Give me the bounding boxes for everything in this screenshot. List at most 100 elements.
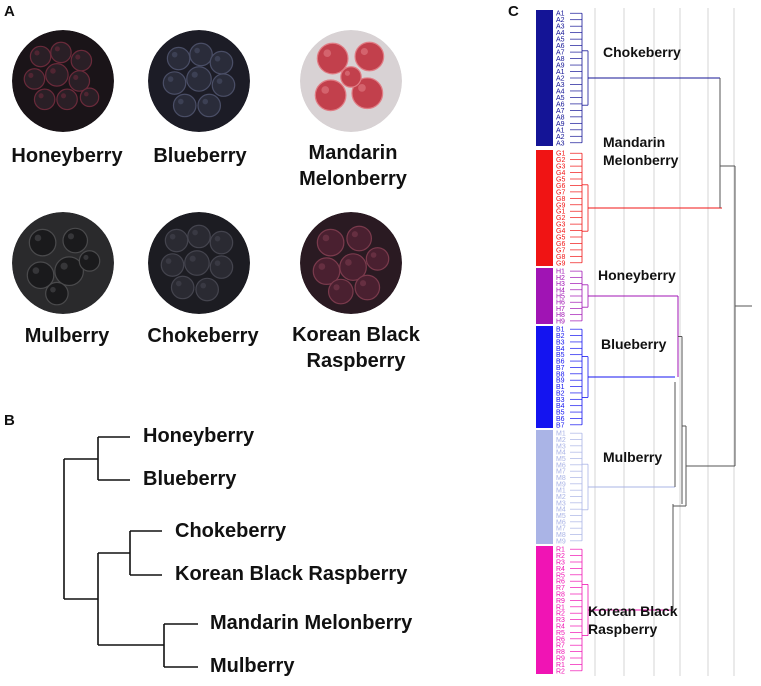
sample-label: G9 — [556, 202, 565, 209]
mandarin-melonberry-photo — [300, 30, 402, 132]
sample-label: A4 — [556, 30, 565, 37]
sample-label: A2 — [556, 76, 565, 83]
mandarin-melonberry-label: Mandarin Melonberry — [299, 142, 407, 190]
sample-label: H5 — [556, 294, 565, 301]
blueberry-photo — [148, 30, 250, 132]
sample-label: M7 — [556, 526, 566, 533]
sample-label: M8 — [556, 475, 566, 482]
sample-label: R7 — [556, 643, 565, 650]
sample-label: A2 — [556, 17, 565, 24]
sample-label: H3 — [556, 281, 565, 288]
sample-label: G5 — [556, 235, 565, 242]
sample-label: R4 — [556, 624, 565, 631]
cluster-label-mandarin-melonberry: Mandarin Melonberry — [603, 134, 679, 168]
sample-label: A6 — [556, 43, 565, 50]
sample-label: M3 — [556, 500, 566, 507]
sample-label: B2 — [556, 390, 565, 397]
sample-label: B4 — [556, 403, 565, 410]
mulberry-label: Mulberry — [24, 325, 110, 347]
sample-label: A1 — [556, 127, 565, 134]
sample-label: R2 — [556, 668, 565, 675]
tree-leaf-honeyberry: Honeyberry — [143, 425, 255, 447]
sample-label: G7 — [556, 247, 565, 254]
sample-label: M8 — [556, 532, 566, 539]
sample-label: B2 — [556, 333, 565, 340]
cluster-bar — [536, 546, 553, 674]
panel-b-tree — [63, 436, 198, 668]
sample-label: R2 — [556, 611, 565, 618]
sample-label: B3 — [556, 397, 565, 404]
tree-leaf-blueberry: Blueberry — [143, 468, 237, 490]
sample-label: H8 — [556, 312, 565, 319]
sample-label: R1 — [556, 662, 565, 669]
sample-label: G2 — [556, 215, 565, 222]
cluster-bar — [536, 430, 553, 544]
panel-b-letter: B — [4, 412, 15, 429]
sample-label: B7 — [556, 422, 565, 429]
sample-label: A8 — [556, 114, 565, 121]
cluster-label-mulberry: Mulberry — [603, 449, 663, 465]
sample-label: R9 — [556, 656, 565, 663]
sample-label: R6 — [556, 636, 565, 643]
sample-label: M2 — [556, 437, 566, 444]
sample-label: A9 — [556, 121, 565, 128]
sample-label: A1 — [556, 69, 565, 76]
sample-label: H4 — [556, 287, 565, 294]
sample-label: B5 — [556, 352, 565, 359]
tree-leaf-korean-black-raspberry: Korean Black Raspberry — [175, 563, 408, 585]
sample-label: H9 — [556, 318, 565, 325]
cluster-bar — [536, 268, 553, 324]
sample-label: B6 — [556, 416, 565, 423]
sample-label: R1 — [556, 547, 565, 554]
sample-label: A5 — [556, 37, 565, 44]
sample-label: G3 — [556, 164, 565, 171]
sample-label: R5 — [556, 572, 565, 579]
sample-label: G7 — [556, 189, 565, 196]
sample-label: R5 — [556, 630, 565, 637]
sample-label: M6 — [556, 519, 566, 526]
sample-label: M1 — [556, 488, 566, 495]
sample-label: M7 — [556, 469, 566, 476]
sample-label: B7 — [556, 365, 565, 372]
sample-label: R2 — [556, 553, 565, 560]
sample-label: G2 — [556, 157, 565, 164]
sample-label: B6 — [556, 359, 565, 366]
tree-branches — [63, 436, 198, 668]
sample-label: G9 — [556, 260, 565, 267]
korean-black-raspberry-label: Korean Black Raspberry — [292, 324, 420, 372]
cluster-label-blueberry: Blueberry — [601, 336, 667, 352]
sample-label: H1 — [556, 269, 565, 276]
sample-label: B1 — [556, 384, 565, 391]
sample-label: B8 — [556, 371, 565, 378]
sample-label: H2 — [556, 275, 565, 282]
sample-label: M3 — [556, 443, 566, 450]
sample-label: M1 — [556, 431, 566, 438]
sample-label: H7 — [556, 306, 565, 313]
sample-label: G4 — [556, 170, 565, 177]
sample-label: R6 — [556, 579, 565, 586]
sample-label: R7 — [556, 585, 565, 592]
mulberry-photo — [12, 212, 114, 314]
sample-label: A3 — [556, 24, 565, 31]
sample-label: M5 — [556, 456, 566, 463]
sample-label: M2 — [556, 494, 566, 501]
sample-label: G4 — [556, 228, 565, 235]
sample-label: H6 — [556, 300, 565, 307]
sample-label: A4 — [556, 88, 565, 95]
sample-label: B9 — [556, 378, 565, 385]
sample-label: M4 — [556, 450, 566, 457]
sample-label: G8 — [556, 196, 565, 203]
cluster-bar — [536, 326, 553, 428]
cluster-bar — [536, 150, 553, 266]
sample-label: R9 — [556, 598, 565, 605]
tree-leaf-mulberry: Mulberry — [210, 655, 295, 677]
sample-label: R8 — [556, 592, 565, 599]
cluster-label-honeyberry: Honeyberry — [598, 267, 676, 283]
sample-label: G5 — [556, 177, 565, 184]
sample-label: G6 — [556, 241, 565, 248]
sample-label: M9 — [556, 538, 566, 545]
cluster-label-chokeberry: Chokeberry — [603, 44, 681, 60]
sample-label: R3 — [556, 617, 565, 624]
korean-black-raspberry-photo — [300, 212, 402, 314]
sample-label: A3 — [556, 140, 565, 147]
